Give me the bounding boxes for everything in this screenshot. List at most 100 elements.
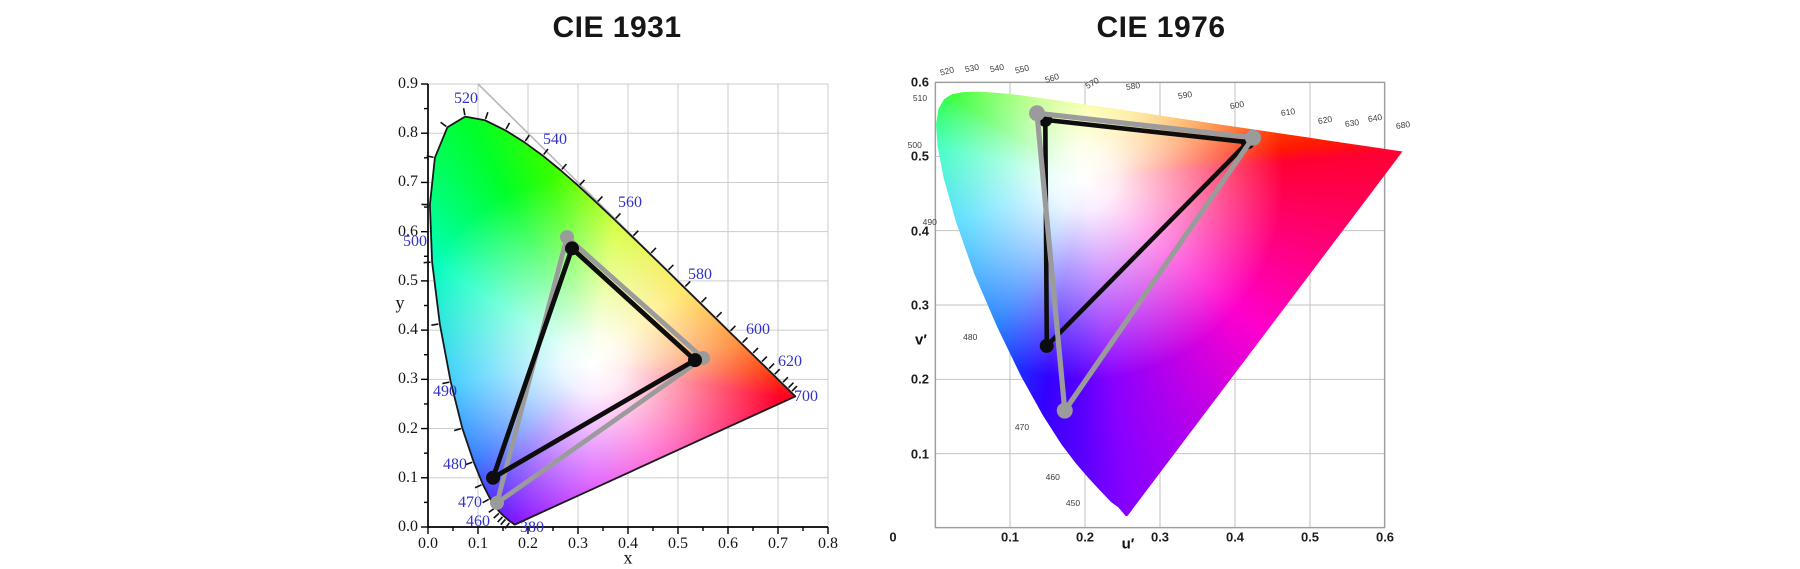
spectral-locus-tick bbox=[442, 381, 450, 385]
spectral-locus-tick bbox=[426, 155, 434, 159]
x-tick-label: 0.5 bbox=[1300, 529, 1320, 545]
wavelength-label-490: 490 bbox=[922, 217, 937, 228]
gamut-triangle-gray-vertex-dot bbox=[1245, 129, 1261, 146]
spectral-locus-tick bbox=[484, 112, 489, 120]
wavelength-label-580: 580 bbox=[688, 265, 712, 283]
y-tick-label: 0.4 bbox=[910, 223, 929, 239]
wavelength-label-490: 490 bbox=[433, 383, 457, 401]
x-axis-label: x bbox=[623, 547, 633, 568]
cie-1931-chart: y x 0.0 0.1 0.2 0.3 0.4 0.5 0.6 0.7 0.8 0.0 0.1 0.2… bbox=[396, 75, 839, 568]
gamut-triangle-black-vertex-dot bbox=[688, 353, 702, 368]
spectral-locus-tick bbox=[579, 179, 586, 186]
spectral-locus-tick bbox=[632, 230, 639, 237]
y-tick-label: 0.0 bbox=[398, 518, 418, 535]
wavelength-label-540: 540 bbox=[989, 61, 1006, 75]
wavelength-label-630: 630 bbox=[1344, 116, 1360, 129]
spectral-locus-tick bbox=[505, 122, 511, 130]
x-tick-label: 0.8 bbox=[818, 535, 838, 552]
x-tick-label: 0.5 bbox=[668, 535, 688, 552]
wavelength-label-500: 500 bbox=[403, 233, 427, 250]
cie-1976-chart: v′ u′ 0 0.1 0.2 0.3 0.4 0.5 0.6 0.1 0.2 0.3 0.4 0.5… bbox=[889, 62, 1385, 553]
wavelength-label-510: 510 bbox=[912, 92, 928, 103]
wavelength-label-480: 480 bbox=[963, 331, 978, 342]
x-tick-label: 0.1 bbox=[1000, 529, 1020, 545]
spectral-locus-tick bbox=[782, 376, 789, 383]
spectral-locus-tick bbox=[462, 108, 466, 116]
y-tick-label: 0.7 bbox=[398, 173, 418, 191]
y-tick-label: 0.5 bbox=[910, 148, 929, 164]
x-axis-label: u′ bbox=[1121, 535, 1135, 553]
x-tick-label: 0.7 bbox=[768, 535, 788, 552]
gamut-triangle-black bbox=[1043, 117, 1251, 349]
y-tick-label: 0.9 bbox=[398, 75, 418, 92]
y-tick-label: 0.1 bbox=[398, 468, 418, 486]
x-tick-label: 0.4 bbox=[1225, 529, 1245, 545]
spectral-locus-tick bbox=[453, 427, 462, 432]
wavelength-label-470: 470 bbox=[1014, 421, 1030, 432]
spectral-locus-tick bbox=[700, 296, 707, 303]
y-axis-label: v′ bbox=[915, 331, 927, 349]
wavelength-label-480: 480 bbox=[443, 455, 467, 473]
spectral-locus-tick bbox=[500, 518, 506, 526]
spectral-locus-tick bbox=[774, 368, 781, 375]
y-tick-label: 0.3 bbox=[398, 370, 418, 388]
y-tick-label: 0.6 bbox=[910, 74, 929, 90]
spectral-locus-tick bbox=[667, 264, 674, 271]
chart-title-cie-1931: CIE 1931 bbox=[552, 11, 682, 44]
spectral-locus-tick bbox=[543, 148, 549, 156]
spectral-locus-tick bbox=[440, 121, 447, 128]
spectral-locus-tick bbox=[597, 195, 604, 203]
spectral-locus-tick bbox=[465, 461, 473, 466]
wavelength-label-600: 600 bbox=[746, 321, 770, 339]
spectral-locus-tick bbox=[504, 522, 510, 529]
wavelength-label-610: 610 bbox=[1280, 105, 1296, 118]
gamut-triangle-gray-vertex-dot bbox=[1056, 402, 1073, 419]
x-tick-label: 0.4 bbox=[618, 535, 638, 552]
x-tick-label: 0.2 bbox=[518, 535, 538, 552]
wavelength-label-450: 450 bbox=[1065, 497, 1081, 508]
spectral-locus-outline bbox=[429, 115, 797, 526]
spectral-locus-tick bbox=[561, 163, 568, 170]
wavelength-label-460: 460 bbox=[1045, 471, 1060, 482]
spectral-locus-tick bbox=[493, 512, 500, 519]
wavelength-label-520: 520 bbox=[454, 89, 478, 107]
wavelength-label-380: 380 bbox=[520, 518, 544, 536]
y-tick-label: 0.2 bbox=[398, 419, 418, 437]
spectral-locus-tick bbox=[752, 347, 759, 354]
x-tick-label: 0.6 bbox=[718, 535, 738, 552]
overlay-layer bbox=[421, 108, 798, 529]
x-tick-label: 0.1 bbox=[468, 535, 488, 552]
x-tick-label: 0.6 bbox=[1375, 529, 1395, 545]
gamut-triangle-gray bbox=[1034, 110, 1256, 414]
gamut-triangle-black-vertex-dot bbox=[486, 470, 500, 485]
spectral-locus-tick bbox=[497, 516, 504, 523]
wavelength-label-560: 560 bbox=[618, 194, 642, 212]
x-tick-label: 0 bbox=[889, 529, 897, 545]
wavelength-label-520: 520 bbox=[938, 64, 956, 78]
spectral-locus-tick bbox=[482, 498, 490, 504]
spectral-locus-tick bbox=[431, 323, 439, 326]
spectral-locus-tick bbox=[423, 261, 431, 264]
wavelength-label-680: 680 bbox=[1395, 119, 1411, 132]
wavelength-label-550: 550 bbox=[1013, 62, 1031, 76]
y-tick-label: 0.5 bbox=[398, 271, 418, 289]
y-tick-label: 0.1 bbox=[910, 446, 929, 462]
y-tick-label: 0.3 bbox=[910, 297, 929, 313]
spectral-locus-tick bbox=[741, 337, 749, 344]
gamut-triangle-black bbox=[490, 245, 698, 481]
wavelength-label-540: 540 bbox=[543, 131, 567, 149]
spectral-locus-tick bbox=[716, 311, 723, 318]
wavelength-label-500: 500 bbox=[907, 140, 922, 151]
wavelength-label-620: 620 bbox=[778, 353, 802, 371]
spectral-locus-tick bbox=[768, 363, 775, 370]
x-tick-label: 0.3 bbox=[568, 535, 588, 552]
spectral-locus-tick bbox=[787, 382, 795, 389]
y-tick-label: 0.6 bbox=[398, 222, 418, 240]
wavelength-label-700: 700 bbox=[794, 388, 818, 406]
wavelength-label-460: 460 bbox=[466, 513, 490, 531]
gamut-triangle-black-vertex-dot bbox=[565, 241, 579, 256]
overlay-layer bbox=[1029, 105, 1261, 419]
spectral-locus-tick bbox=[791, 385, 798, 392]
y-tick-label: 0.2 bbox=[910, 371, 929, 387]
